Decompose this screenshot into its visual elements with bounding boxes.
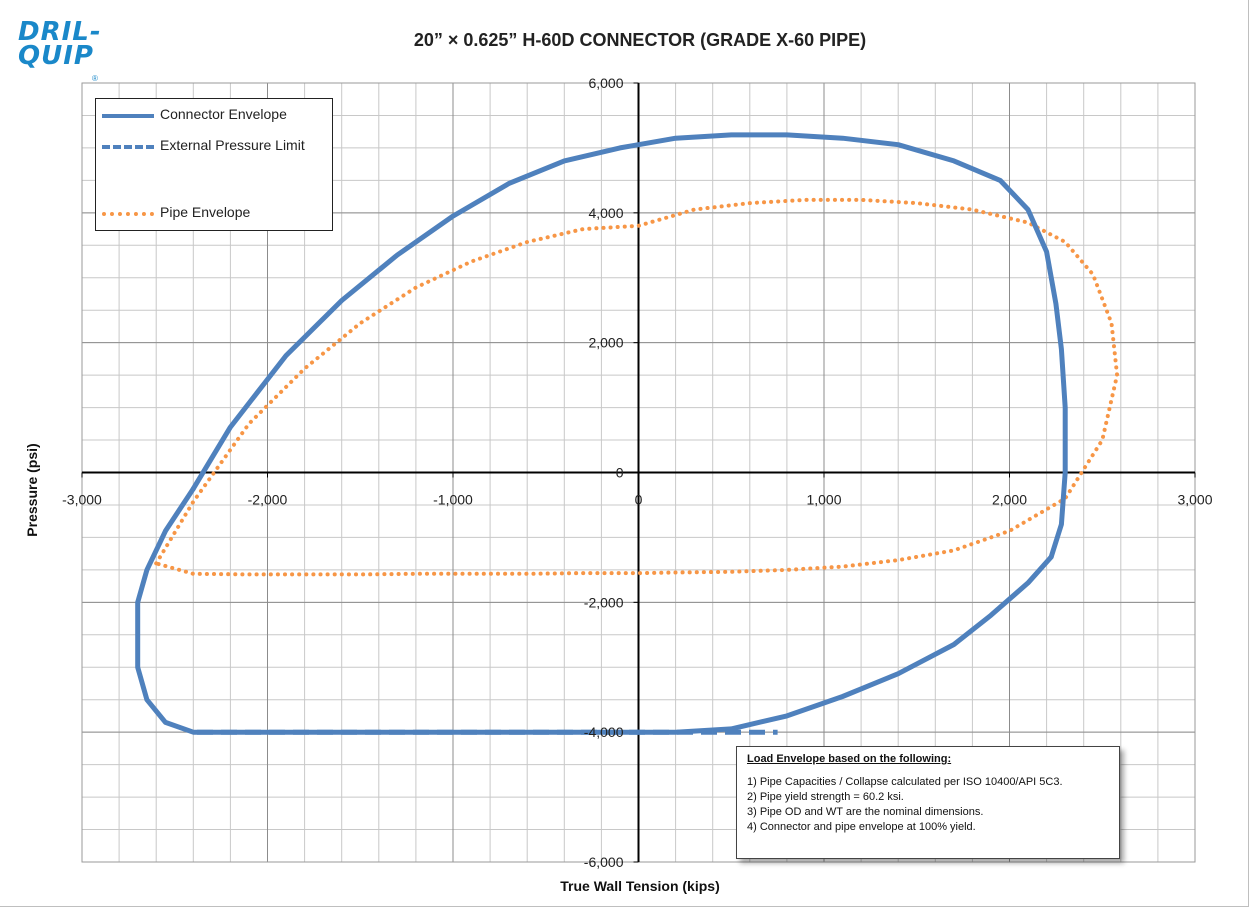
x-tick-label: 2,000 <box>992 492 1027 508</box>
legend-item-connector-envelope: Connector Envelope <box>102 105 328 125</box>
x-tick-label: -1,000 <box>433 492 473 508</box>
y-axis-label: Pressure (psi) <box>24 443 40 537</box>
legend-item-pipe-envelope: Pipe Envelope <box>102 203 328 223</box>
note-line: 2) Pipe yield strength = 60.2 ksi. <box>747 791 904 803</box>
chart-legend: Connector Envelope External Pressure Lim… <box>95 98 333 231</box>
legend-swatch-solid <box>102 114 154 118</box>
y-tick-label: -4,000 <box>584 724 624 740</box>
series-layer <box>135 132 1120 735</box>
dril-quip-logo: DRIL- QUIP ® <box>18 17 104 92</box>
note-line: 4) Connector and pipe envelope at 100% y… <box>747 821 976 833</box>
series-connector-envelope-upper <box>190 132 1068 560</box>
y-tick-label: 4,000 <box>588 205 623 221</box>
x-tick-label: -2,000 <box>248 492 288 508</box>
x-tick-label: 0 <box>635 492 643 508</box>
y-tick-label: -6,000 <box>584 854 624 870</box>
note-line: 1) Pipe Capacities / Collapse calculated… <box>747 776 1063 788</box>
legend-item-external-pressure-limit: External Pressure Limit <box>102 136 328 156</box>
notes-title: Load Envelope based on the following: <box>747 753 952 765</box>
legend-label: Pipe Envelope <box>160 204 251 220</box>
legend-swatch-dashed <box>102 145 154 149</box>
legend-swatch-dotted <box>102 212 154 216</box>
x-tick-label: 3,000 <box>1177 492 1212 508</box>
x-tick-label: -3,000 <box>62 492 102 508</box>
y-tick-label: 0 <box>616 465 624 481</box>
legend-label: External Pressure Limit <box>160 137 305 153</box>
logo-text: DRIL- QUIP <box>18 17 102 71</box>
tick-labels: -3,000 -2,000 -1,000 0 1,000 2,000 3,000 6,000 4… <box>62 75 1213 870</box>
chart-title: 20” × 0.625” H-60D CONNECTOR (GRADE X-60… <box>413 30 867 50</box>
x-tick-label: 1,000 <box>806 492 841 508</box>
y-tick-label: 2,000 <box>588 335 623 351</box>
logo-registered-mark: ® <box>92 74 98 83</box>
load-envelope-notes: Load Envelope based on the following: 1)… <box>736 746 1120 859</box>
y-tick-label: 6,000 <box>588 75 623 91</box>
x-axis-label: True Wall Tension (kips) <box>560 878 720 894</box>
series-connector-envelope <box>135 486 1054 735</box>
legend-label: Connector Envelope <box>160 106 287 122</box>
y-tick-label: -2,000 <box>584 594 624 610</box>
series-pipe-envelope <box>154 197 1120 577</box>
note-line: 3) Pipe OD and WT are the nominal dimens… <box>747 806 984 818</box>
